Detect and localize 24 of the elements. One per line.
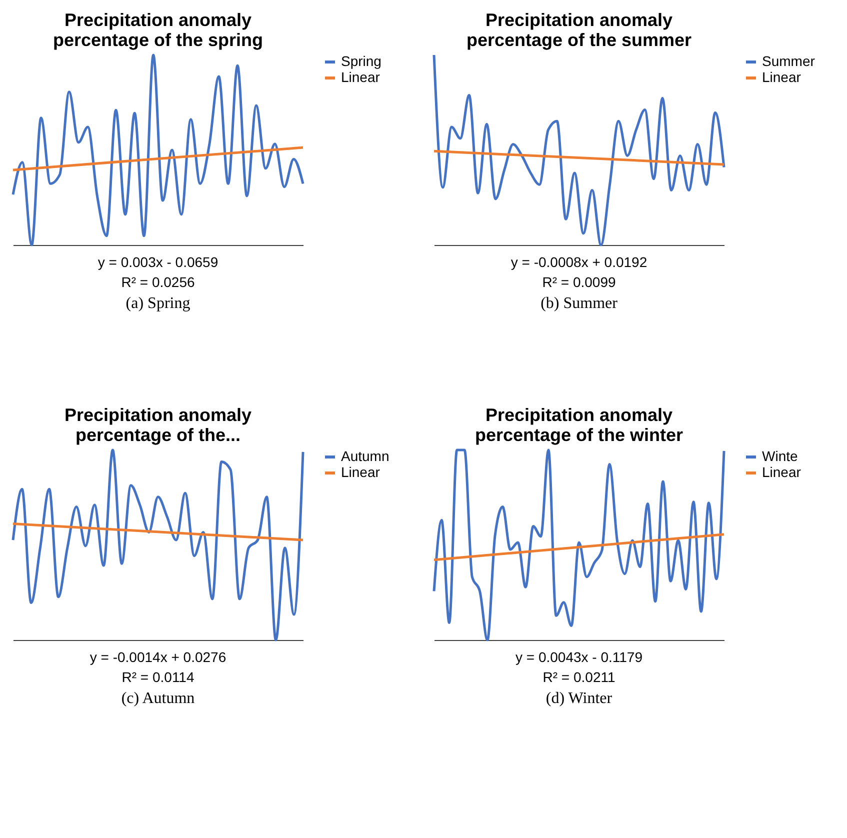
legend-label: Linear bbox=[341, 69, 380, 85]
text: y = -0.0008x + 0.0192 bbox=[510, 254, 648, 270]
chart-title: Precipitation anomaly percentage of the winter bbox=[474, 404, 684, 445]
text: R² = 0.0114 bbox=[122, 669, 194, 685]
text: R² = 0.0211 bbox=[542, 669, 616, 685]
legend-label: Linear bbox=[341, 464, 380, 480]
legend-label: Summer bbox=[762, 53, 816, 69]
text: y = 0.003x - 0.0659 bbox=[98, 254, 218, 270]
legend-label: Spring bbox=[341, 53, 382, 69]
text: y = -0.0014x + 0.0276 bbox=[90, 649, 226, 665]
legend-label: Linear bbox=[762, 69, 802, 85]
text: y = 0.0043x - 0.1179 bbox=[516, 649, 643, 665]
chart-title: Precipitation anomaly percentage of the... bbox=[64, 404, 252, 445]
legend-label: Linear bbox=[762, 464, 802, 480]
text: (b) Summer bbox=[540, 295, 618, 312]
legend-label: Autumn bbox=[341, 448, 390, 464]
text: (a) Spring bbox=[126, 295, 190, 312]
text: R² = 0.0099 bbox=[542, 274, 616, 290]
chart-title: Precipitation anomaly percentage of the spring bbox=[52, 10, 264, 50]
legend-label: Winte bbox=[762, 448, 798, 464]
text: (c) Autumn bbox=[121, 690, 195, 707]
chart-title: Precipitation anomaly percentage of the summer bbox=[466, 10, 692, 50]
text: R² = 0.0256 bbox=[121, 274, 195, 290]
text: (d) Winter bbox=[546, 690, 613, 707]
